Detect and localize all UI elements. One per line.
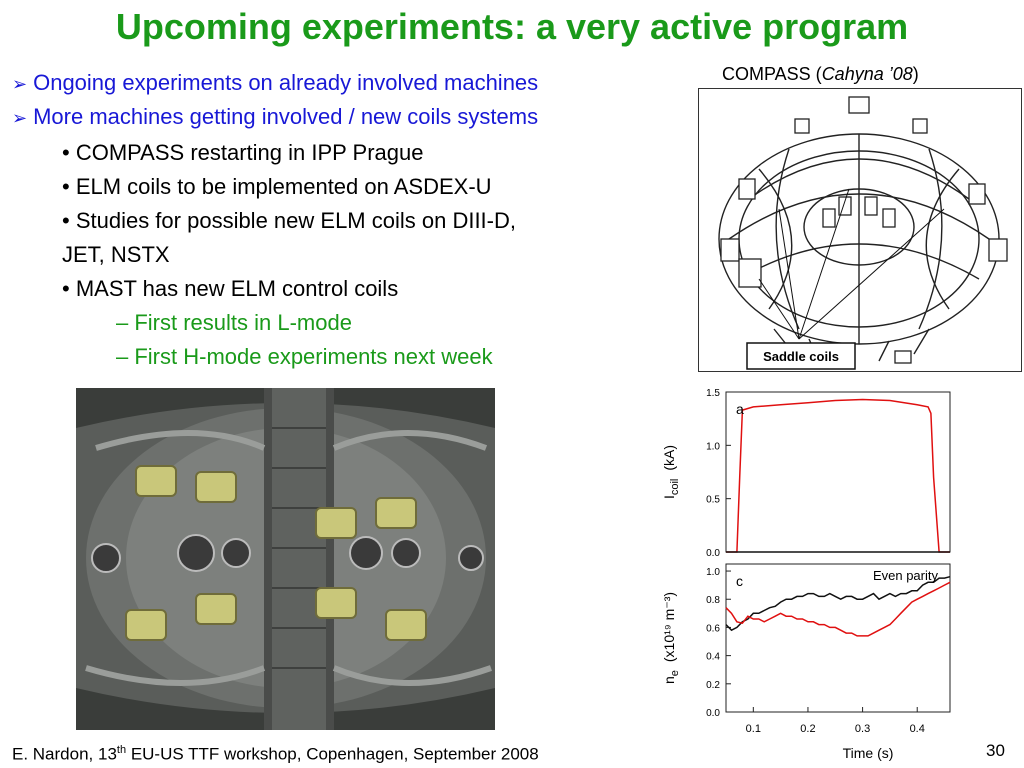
y-tick-label: 0.0 bbox=[706, 548, 720, 559]
chart-annotation: Even parity bbox=[873, 568, 939, 583]
x-tick-label: 0.1 bbox=[746, 723, 761, 735]
x-tick-label: 0.4 bbox=[910, 723, 925, 735]
plot-frame bbox=[725, 563, 951, 713]
x-tick-label: 0.2 bbox=[800, 723, 815, 735]
footer-citation: E. Nardon, 13th EU-US TTF workshop, Cope… bbox=[12, 744, 539, 764]
y-tick-label: 0.2 bbox=[706, 680, 720, 691]
bullet-text: More machines getting involved / new coi… bbox=[33, 104, 539, 129]
series-line bbox=[725, 581, 951, 637]
compass-caption: COMPASS (Cahyna ’08) bbox=[722, 64, 919, 84]
y-tick-label: 0.4 bbox=[706, 652, 720, 663]
y-tick-label: 0.5 bbox=[706, 495, 720, 506]
coil-density-chart: 1.5 1.0 0.5 0.0 a Icoil(kA) 1.0 0.8 0.6 0.4 0.2 0.… bbox=[661, 388, 951, 761]
y-tick-label: 1.5 bbox=[706, 388, 720, 399]
x-axis-label: Time (s) bbox=[843, 745, 894, 761]
page-number: 30 bbox=[986, 741, 1005, 760]
y-tick-label: 0.8 bbox=[706, 595, 720, 606]
dash-item: – First results in L-mode bbox=[116, 310, 352, 335]
series-line bbox=[725, 575, 951, 632]
chart-panel-c: 1.0 0.8 0.6 0.4 0.2 0.0 0.1 0.2 0.3 0.4 c Even pari… bbox=[661, 563, 951, 761]
mast-vessel-illustration bbox=[76, 388, 495, 730]
dash-item: – First H-mode experiments next week bbox=[116, 344, 493, 369]
y-tick-label: 1.0 bbox=[706, 441, 720, 452]
arrow-bullet-icon: ➢ bbox=[12, 108, 28, 128]
panel-label: c bbox=[736, 573, 743, 589]
compass-drawing: Saddle coils bbox=[698, 88, 1022, 372]
series-line bbox=[726, 398, 950, 553]
sub-bullet: • MAST has new ELM control coils bbox=[62, 276, 399, 301]
y-tick-label: 0.0 bbox=[706, 708, 720, 719]
sub-bullet: • Studies for possible new ELM coils on … bbox=[62, 208, 516, 233]
y-axis-label: Icoil(kA) bbox=[661, 445, 681, 499]
arrow-bullet-icon: ➢ bbox=[12, 74, 28, 94]
mast-interior-render bbox=[76, 388, 495, 730]
panel-label: a bbox=[736, 401, 744, 417]
sub-bullet: JET, NSTX bbox=[62, 242, 170, 267]
plot-frame bbox=[725, 391, 951, 553]
y-tick-label: 1.0 bbox=[706, 567, 720, 578]
y-tick-label: 0.6 bbox=[706, 623, 720, 634]
x-tick-label: 0.3 bbox=[855, 723, 870, 735]
saddle-coils-label: Saddle coils bbox=[763, 349, 839, 364]
y-axis-label: ne(x10¹⁹ m⁻³) bbox=[661, 592, 681, 684]
sub-bullet: • COMPASS restarting in IPP Prague bbox=[62, 140, 424, 165]
compass-torus-illustration: Saddle coils bbox=[718, 96, 1008, 370]
bullet-text: Ongoing experiments on already involved … bbox=[33, 70, 539, 95]
slide-title: Upcoming experiments: a very active prog… bbox=[115, 6, 909, 47]
bullet-more-machines: ➢ More machines getting involved / new co… bbox=[12, 104, 538, 130]
bullet-ongoing: ➢ Ongoing experiments on already involved… bbox=[12, 70, 538, 96]
sub-bullet: • ELM coils to be implemented on ASDEX-U bbox=[62, 174, 492, 199]
chart-panel-a: 1.5 1.0 0.5 0.0 a Icoil(kA) bbox=[661, 388, 951, 559]
